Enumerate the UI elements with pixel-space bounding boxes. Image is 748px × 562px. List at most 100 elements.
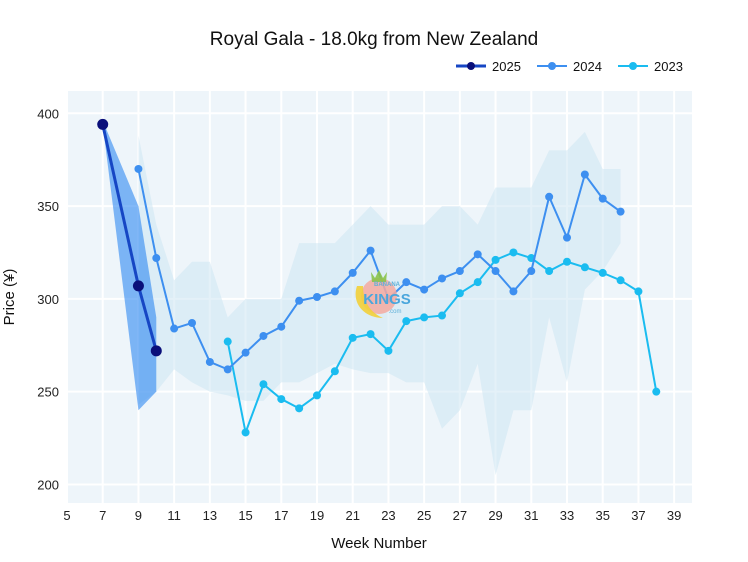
series-2023 <box>223 248 661 437</box>
series-2024-point[interactable] <box>223 365 232 374</box>
series-2025-point[interactable] <box>132 280 144 292</box>
series-2024-point[interactable] <box>545 192 554 201</box>
series-2024-point[interactable] <box>277 322 286 331</box>
series-2023-point[interactable] <box>634 287 643 296</box>
series-2023-point[interactable] <box>384 346 393 355</box>
series-2023-point[interactable] <box>223 337 232 346</box>
series-2023-point[interactable] <box>348 333 357 342</box>
legend-marker <box>467 62 475 70</box>
series-2024-point[interactable] <box>134 164 143 173</box>
watermark-main-text: KINGS <box>363 291 411 308</box>
series-2023-point[interactable] <box>491 255 500 264</box>
x-tick-label: 17 <box>274 508 288 523</box>
x-tick-label: 27 <box>453 508 467 523</box>
series-2024-point[interactable] <box>473 250 482 259</box>
series-layer <box>97 118 661 437</box>
y-tick-label: 200 <box>37 477 59 492</box>
series-2024-point[interactable] <box>509 287 518 296</box>
x-tick-label: 33 <box>560 508 574 523</box>
series-2024-point[interactable] <box>580 170 589 179</box>
x-axis-ticks: 5 7 9 11 13 15 17 19 21 23 25 27 29 31 33 35 37 39 <box>63 508 681 523</box>
series-2023-point[interactable] <box>580 263 589 272</box>
series-2023-point[interactable] <box>509 248 518 257</box>
series-2024-point[interactable] <box>205 357 214 366</box>
series-2024-point[interactable] <box>330 287 339 296</box>
series-2025-point[interactable] <box>150 345 162 357</box>
x-tick-label: 9 <box>135 508 142 523</box>
series-2024-point[interactable] <box>188 318 196 327</box>
watermark-circle-icon <box>361 278 397 314</box>
x-tick-label: 11 <box>167 508 181 523</box>
legend-marker <box>629 62 637 70</box>
x-tick-label: 37 <box>631 508 645 523</box>
series-2024-point[interactable] <box>438 274 446 283</box>
watermark-crown-icon <box>371 270 387 282</box>
series-2024-point[interactable] <box>259 331 268 340</box>
series-2024-point[interactable] <box>563 233 571 242</box>
series-2023-point[interactable] <box>313 391 321 400</box>
x-tick-label: 7 <box>99 508 106 523</box>
series-2023-point[interactable] <box>438 311 446 320</box>
x-tick-label: 5 <box>63 508 70 523</box>
x-tick-label: 15 <box>238 508 252 523</box>
series-2024-point[interactable] <box>241 348 250 357</box>
x-tick-label: 13 <box>203 508 217 523</box>
series-2024-point[interactable] <box>491 267 500 276</box>
series-2024-point[interactable] <box>420 285 429 294</box>
series-2023-point[interactable] <box>616 276 625 285</box>
legend-item-2025[interactable]: 2025 <box>456 59 521 74</box>
series-2024-point[interactable] <box>455 267 464 276</box>
x-tick-label: 29 <box>488 508 502 523</box>
series-2023-point[interactable] <box>402 317 411 326</box>
x-tick-label: 39 <box>667 508 681 523</box>
series-2024-point[interactable] <box>402 278 411 287</box>
y-tick-label: 250 <box>37 385 59 400</box>
x-axis-label: Week Number <box>331 535 427 552</box>
series-2023-point[interactable] <box>545 267 554 276</box>
series-2024-point[interactable] <box>348 268 357 277</box>
legend-marker <box>548 62 556 70</box>
series-2024-point[interactable] <box>527 267 536 276</box>
x-tick-label: 21 <box>345 508 359 523</box>
series-2025-point[interactable] <box>97 118 109 130</box>
series-2023-point[interactable] <box>455 289 464 298</box>
series-2024-point[interactable] <box>366 246 375 255</box>
watermark-banana-icon <box>355 286 383 318</box>
series-2023-point[interactable] <box>366 330 375 339</box>
x-tick-label: 31 <box>524 508 538 523</box>
series-2023-point[interactable] <box>473 278 482 287</box>
y-tick-label: 300 <box>37 292 59 307</box>
series-2023-point[interactable] <box>295 404 304 413</box>
y-tick-label: 350 <box>37 199 59 214</box>
x-tick-label: 23 <box>381 508 395 523</box>
series-2024-point[interactable] <box>170 324 179 333</box>
series-2023-point[interactable] <box>277 395 286 404</box>
series-2023-point[interactable] <box>563 257 571 266</box>
series-2024-point[interactable] <box>152 254 161 263</box>
legend-label: 2025 <box>492 59 521 74</box>
legend: 2025 2024 2023 <box>456 59 683 74</box>
series-2023-point[interactable] <box>241 428 250 437</box>
series-2024-point[interactable] <box>598 194 607 203</box>
legend-label: 2023 <box>654 59 683 74</box>
x-tick-label: 35 <box>595 508 609 523</box>
series-2023-point[interactable] <box>259 380 268 389</box>
series-2023-point[interactable] <box>598 268 607 277</box>
series-2024-point[interactable] <box>295 296 304 305</box>
series-2024-point[interactable] <box>616 207 625 216</box>
watermark-sub-text: .com <box>388 309 401 315</box>
y-axis-ticks: 200 250 300 350 400 <box>37 106 59 492</box>
series-2024-point[interactable] <box>313 293 321 301</box>
legend-item-2024[interactable]: 2024 <box>537 59 602 74</box>
series-2023-point[interactable] <box>652 387 661 396</box>
x-tick-label: 25 <box>417 508 431 523</box>
legend-label: 2024 <box>573 59 602 74</box>
x-tick-label: 19 <box>310 508 324 523</box>
series-2023-point[interactable] <box>420 313 429 322</box>
series-2023-point[interactable] <box>330 367 339 376</box>
series-2025-range-band <box>102 120 157 411</box>
legend-item-2023[interactable]: 2023 <box>618 59 683 74</box>
chart-title: Royal Gala - 18.0kg from New Zealand <box>210 29 538 50</box>
y-axis-label: Price (¥) <box>1 269 18 326</box>
